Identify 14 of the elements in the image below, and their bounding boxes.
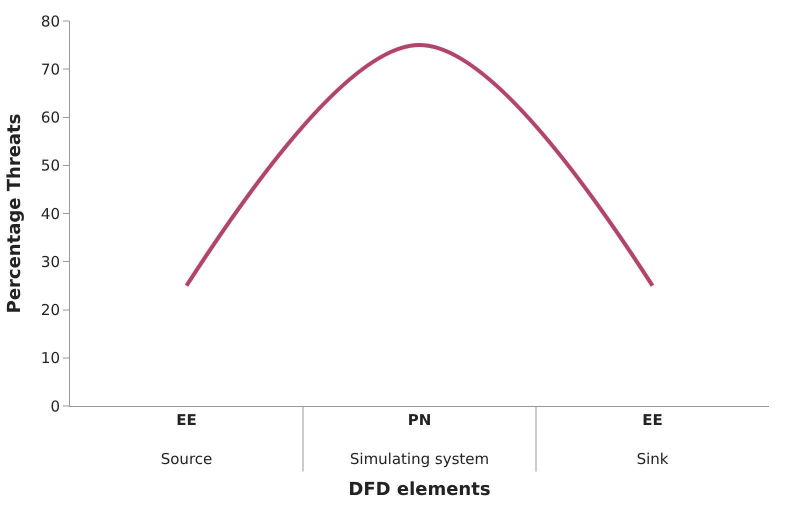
y-tick-label: 60 — [40, 108, 60, 126]
y-tick-label: 0 — [50, 397, 60, 416]
y-tick-label: 10 — [40, 349, 60, 368]
x-axis-title: DFD elements — [348, 479, 491, 500]
y-tick-label: 40 — [40, 204, 60, 223]
y-tick-label: 30 — [40, 252, 60, 271]
category-label: EE Sink — [636, 411, 668, 468]
y-tick-label: 20 — [40, 301, 60, 319]
y-axis-title: Percentage Threats — [4, 114, 26, 314]
category-label: PN Simulating system — [350, 411, 490, 468]
y-tick-label: 50 — [40, 156, 60, 175]
y-tick-label: 80 — [40, 12, 60, 30]
category-label: EE Source — [160, 411, 212, 468]
y-tick-label: 70 — [40, 60, 60, 78]
